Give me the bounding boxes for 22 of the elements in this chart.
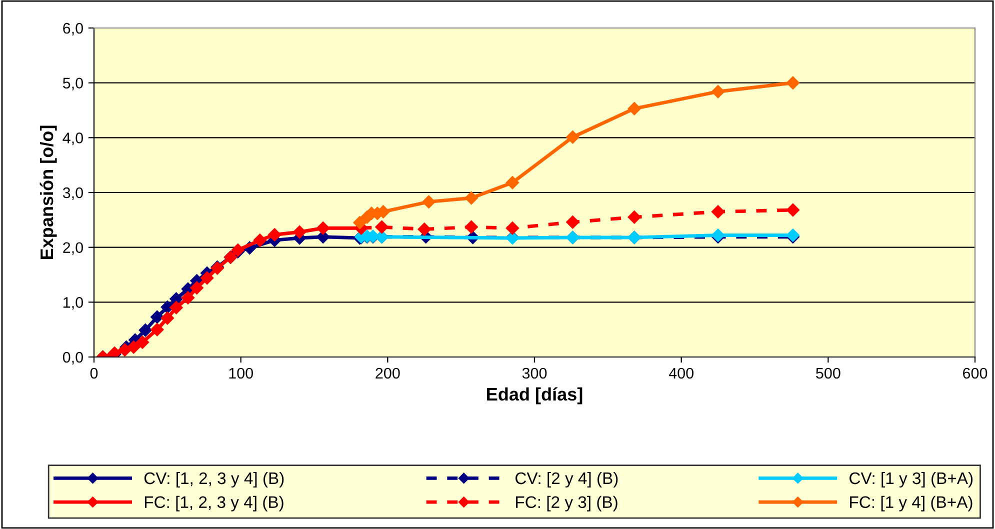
x-tick-label: 600	[963, 368, 988, 379]
y-tick-label: 0,0	[62, 352, 83, 364]
y-tick-label: 2,0	[63, 242, 83, 255]
y-tick-label: 6,0	[63, 22, 83, 36]
x-tick-label: 500	[816, 368, 840, 379]
legend-label: CV: [1, 2, 3 y 4] (B)	[144, 472, 284, 488]
y-axis-title: Expansión [o/o]	[40, 126, 57, 259]
y-tick-label: 4,0	[62, 132, 83, 146]
legend-label: FC: [2 y 3] (B)	[516, 496, 618, 512]
y-tick-label: 5,0	[62, 78, 83, 90]
legend-label: FC: [1, 2, 3 y 4] (B)	[144, 496, 284, 512]
legend-label: CV: [2 y 4] (B)	[516, 472, 618, 488]
legend-label: FC: [1 y 4] (B+A)	[850, 496, 972, 512]
x-tick-label: 400	[668, 368, 694, 379]
legend-label: CV: [1 y 3] (B+A)	[850, 472, 973, 488]
x-tick-label: 200	[376, 368, 400, 379]
x-tick-label: 0	[90, 368, 98, 379]
x-axis-title: Edad [días]	[487, 387, 582, 404]
x-tick-label: 100	[229, 368, 253, 379]
x-tick-label: 300	[522, 368, 547, 379]
y-tick-label: 3,0	[62, 187, 83, 200]
y-tick-label: 1,0	[64, 297, 83, 310]
